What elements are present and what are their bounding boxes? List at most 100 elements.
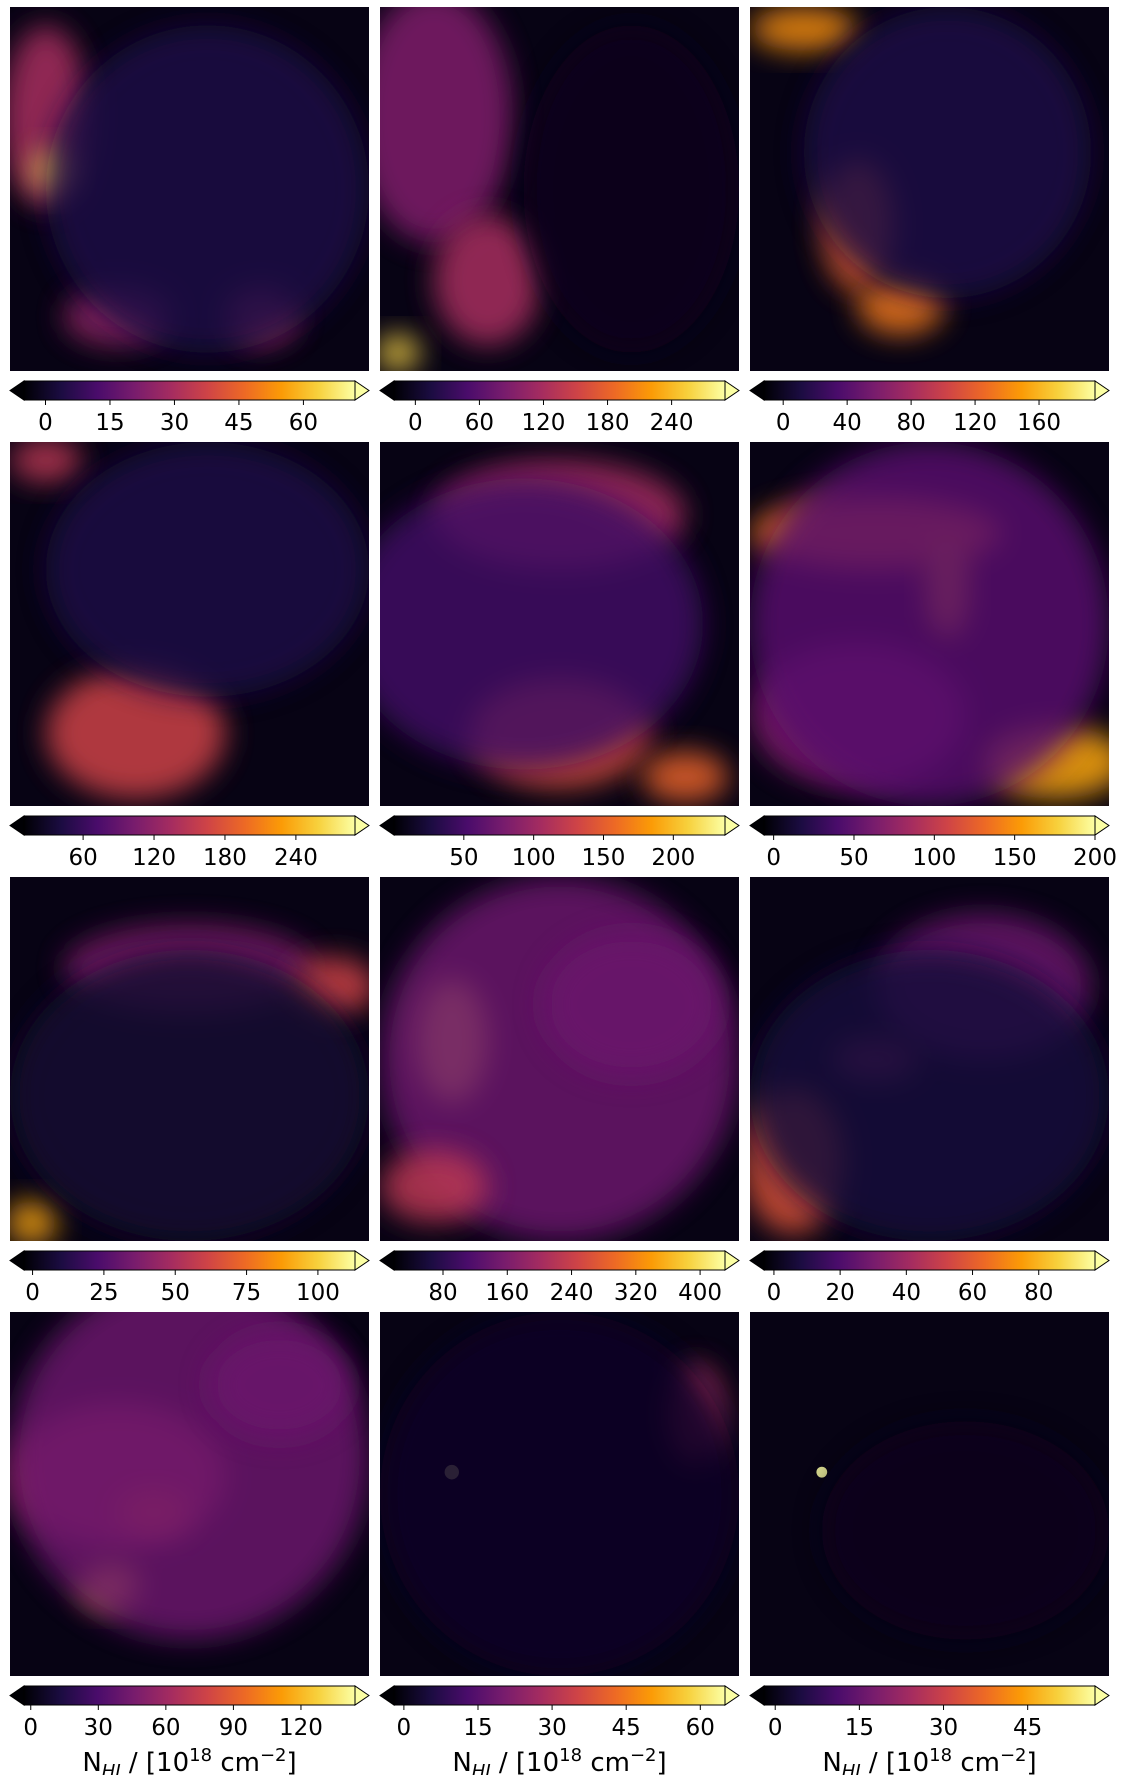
emission-feature (816, 1466, 828, 1478)
map-emission (750, 913, 1109, 1241)
map-emission (816, 1421, 1109, 1640)
colorbar-tick-label: 60 (958, 1280, 987, 1306)
colorbar (763, 380, 1096, 401)
map-emission (750, 7, 1092, 335)
colorbar-tick-label: 0 (23, 1715, 38, 1741)
colorbar (763, 815, 1096, 836)
colorbar-tick-label: 0 (768, 1715, 783, 1741)
colorbar-tick-label: 45 (224, 410, 253, 436)
colorbar-tick-label: 80 (428, 1280, 457, 1306)
colorbar-tick-label: 200 (1073, 845, 1117, 871)
map-emission (380, 877, 739, 1241)
colorbar-extend-high (1094, 1250, 1110, 1271)
colorbar-extend-high (724, 380, 740, 401)
map-emission (380, 460, 729, 803)
colorbar-axis-label: NHI / [1018 cm−2] (822, 1745, 1036, 1775)
colorbar-tick-label: 400 (678, 1280, 722, 1306)
colorbar-tick-label: 240 (650, 410, 694, 436)
colorbar-tick-label: 25 (89, 1280, 118, 1306)
colorbar-tick-label: 30 (160, 410, 189, 436)
emission-feature (821, 1421, 1109, 1640)
emission-feature (45, 442, 369, 697)
panel-row4-col2: 0 15 30 45 60 NHI / [1018 cm−2] (379, 1312, 740, 1775)
colorbar-axis-label: NHI / [1018 cm−2] (452, 1745, 666, 1775)
colorbar-extend-low (749, 380, 765, 401)
panel-row2-col2: 50 100 150 200 (379, 442, 740, 871)
colorbar (393, 380, 726, 401)
colorbar-extend-low (379, 1250, 395, 1271)
colorbar-tick-label: 100 (912, 845, 956, 871)
colorbar-tick-label: 60 (465, 410, 494, 436)
colorbar-tick-label: 60 (151, 1715, 180, 1741)
map-emission (10, 442, 369, 799)
colorbar-tick-label: 240 (550, 1280, 594, 1306)
colorbar-tick-label: 30 (929, 1715, 958, 1741)
emission-feature (750, 442, 1109, 806)
colorbar-tick-label: 60 (68, 845, 97, 871)
colorbar-tick-label: 160 (1017, 410, 1061, 436)
panel-row3-col2: 80 160 240 320 400 (379, 877, 740, 1306)
colorbar-tick-label: 120 (279, 1715, 323, 1741)
colorbar-tick-label: 75 (232, 1280, 261, 1306)
colorbar-tick-label: 50 (449, 845, 478, 871)
colorbar-extend-high (1094, 380, 1110, 401)
map-emission (10, 25, 369, 353)
colorbar-tick-label: 0 (397, 1715, 412, 1741)
colorbar (763, 1685, 1096, 1706)
emission-feature (642, 751, 729, 803)
map-emission (750, 442, 1109, 806)
colorbar-tick-label: 0 (776, 410, 791, 436)
emission-feature (380, 7, 513, 244)
colorbar-tick-label: 150 (993, 845, 1037, 871)
panel-row3-col1: 0 25 50 75 100 (9, 877, 370, 1306)
colorbar-tick-label: 60 (686, 1715, 715, 1741)
colorbar-tick-label: 15 (95, 410, 124, 436)
emission-feature (523, 25, 739, 353)
emission-feature (750, 949, 1109, 1241)
colorbar-tick-label: 50 (161, 1280, 190, 1306)
colorbar-tick-label: 45 (612, 1715, 641, 1741)
emission-feature (10, 949, 369, 1241)
emission-feature (10, 1312, 369, 1640)
emission-feature (433, 214, 542, 346)
emission-feature (803, 7, 1092, 299)
colorbar-tick-label: 15 (463, 1715, 492, 1741)
colorbar-tick-label: 120 (953, 410, 997, 436)
emission-feature (380, 334, 420, 371)
colorbar-extend-low (749, 1685, 765, 1706)
panel-row1-col3: 0 40 80 120 160 (749, 7, 1110, 436)
colorbar-extend-high (354, 815, 370, 836)
colorbar-tick-label: 120 (522, 410, 566, 436)
emission-feature (541, 931, 722, 1078)
colorbar-extend-low (749, 815, 765, 836)
emission-feature (45, 667, 226, 799)
emission-feature (207, 1330, 352, 1440)
colorbar-tick-label: 50 (839, 845, 868, 871)
colorbar-tick-label: 90 (219, 1715, 248, 1741)
emission-feature (750, 7, 858, 51)
colorbar (23, 380, 356, 401)
colorbar-extend-high (724, 815, 740, 836)
colorbar-extend-high (354, 1685, 370, 1706)
panels-grid: 0 15 30 45 60 0 60 120 180 240 0 40 80 120 160 60 120 180… (9, 7, 1117, 1775)
colorbar-tick-label: 150 (582, 845, 626, 871)
colorbar-tick-label: 0 (38, 410, 53, 436)
panel-row4-col3: 0 15 30 45 NHI / [1018 cm−2] (749, 1312, 1110, 1775)
panel-row1-col1: 0 15 30 45 60 (9, 7, 370, 436)
colorbar-extend-high (724, 1250, 740, 1271)
colorbar (393, 1250, 726, 1271)
colorbar-tick-label: 120 (132, 845, 176, 871)
colorbar (393, 1685, 726, 1706)
colorbar (763, 1250, 1096, 1271)
colorbar-tick-label: 80 (1024, 1280, 1053, 1306)
colorbar-tick-label: 0 (408, 410, 423, 436)
colorbar-tick-label: 30 (537, 1715, 566, 1741)
colorbar-extend-low (9, 1685, 25, 1706)
colorbar-extend-low (379, 380, 395, 401)
colorbar-extend-low (749, 1250, 765, 1271)
colorbar-extend-high (354, 1250, 370, 1271)
colorbar-extend-high (354, 380, 370, 401)
colorbar-tick-label: 0 (767, 1280, 782, 1306)
colorbar-tick-label: 30 (84, 1715, 113, 1741)
